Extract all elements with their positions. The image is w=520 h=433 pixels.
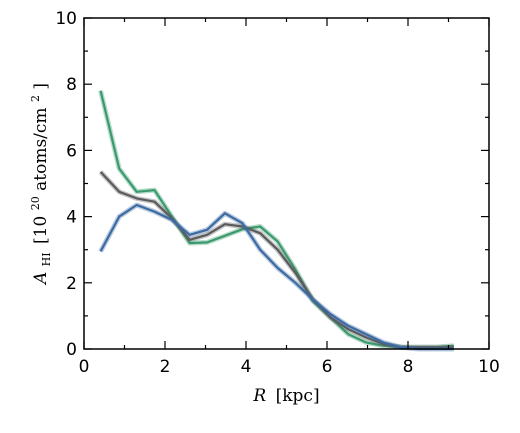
x-axis-label: R [kpc] [252, 386, 319, 406]
series-layer [98, 90, 455, 352]
y-axis-label: A HI [10 20 atoms/cm 2 ] [24, 83, 55, 286]
x-tick-label: 2 [160, 357, 171, 377]
y-axis-label-unit-suffix: ] [31, 83, 51, 90]
y-tick-label: 6 [66, 141, 77, 161]
x-tick-label: 4 [241, 357, 252, 377]
y-tick-label: 4 [66, 208, 77, 228]
y-tick-label: 2 [66, 274, 77, 294]
y-tick-label: 0 [66, 340, 77, 360]
series-1-line [99, 171, 454, 349]
y-axis-label-unit-prefix: [10 [31, 216, 51, 244]
x-axis-label-var: R [252, 386, 266, 406]
x-tick-label: 6 [322, 357, 333, 377]
series-0-band [98, 90, 455, 350]
plot-frame [83, 17, 490, 350]
x-tick-label: 8 [403, 357, 414, 377]
x-tick-label: 0 [79, 357, 90, 377]
y-tick-label: 10 [55, 9, 77, 29]
x-axis-label-unit: [kpc] [276, 386, 320, 406]
y-axis-label-sub: HI [40, 252, 53, 266]
y-axis-label-unit-mid: atoms/cm [31, 107, 51, 190]
series-2-band [98, 202, 454, 352]
y-axis-label-exp: 20 [29, 196, 42, 210]
x-tick-label: 10 [478, 357, 500, 377]
y-axis-label-var: A [31, 272, 51, 286]
series-2-line [99, 203, 454, 351]
series-0-line [99, 90, 454, 349]
y-axis-label-exp2: 2 [29, 95, 42, 102]
series-1-band [98, 170, 454, 350]
y-tick-label: 8 [66, 75, 77, 95]
ticks-layer: 0 2 4 6 8 10 0 2 4 6 8 10 [55, 9, 499, 377]
